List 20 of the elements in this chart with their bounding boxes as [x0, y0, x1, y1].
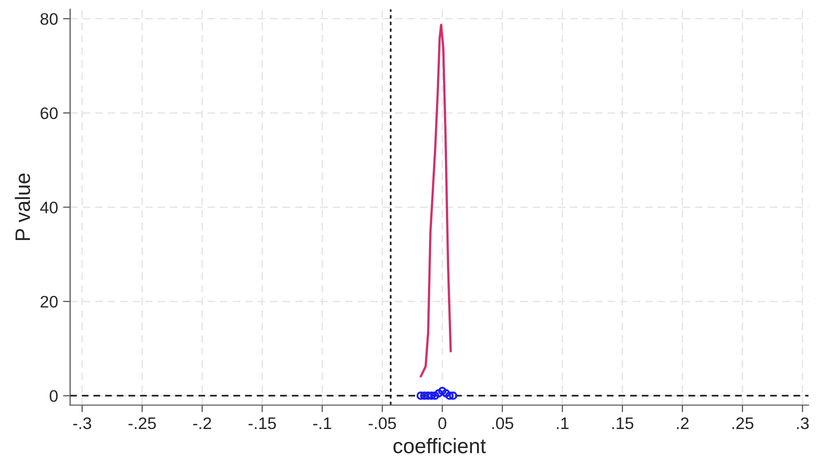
x-tick-label: .15 [612, 418, 634, 430]
x-tick-label: .2 [677, 417, 689, 430]
y-tick-label: 40 [40, 202, 58, 214]
y-tick-label: 0 [50, 390, 58, 402]
x-tick-label: -.25 [128, 417, 156, 430]
x-tick-label: -.1 [313, 418, 332, 430]
x-tick-label: .1 [556, 418, 569, 430]
x-tick-label: -.05 [368, 417, 396, 430]
x-tick-label: -.3 [73, 417, 92, 430]
x-tick-label: .05 [492, 417, 514, 430]
x-tick-label: -.2 [193, 417, 212, 430]
x-tick-label: .3 [797, 417, 809, 430]
y-tick-label: 20 [40, 296, 58, 308]
y-axis-title: P value [14, 174, 30, 240]
x-tick-label: .25 [732, 417, 754, 430]
x-axis-title: coefficient [393, 438, 486, 454]
x-tick-label: -.15 [248, 418, 276, 430]
y-tick-label: 80 [40, 13, 58, 25]
x-tick-label: 0 [438, 417, 446, 430]
y-tick-label: 60 [40, 107, 58, 120]
